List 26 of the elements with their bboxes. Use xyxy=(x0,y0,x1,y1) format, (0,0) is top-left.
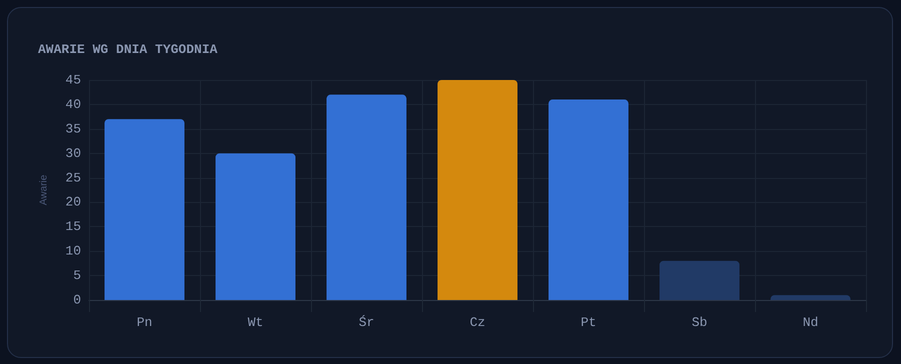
x-tick-label: Wt xyxy=(248,315,264,330)
bar xyxy=(770,295,850,300)
bar xyxy=(438,80,518,300)
bar xyxy=(216,153,296,300)
y-tick-label: 25 xyxy=(65,170,81,186)
bar xyxy=(660,260,740,300)
y-tick-label: 40 xyxy=(65,96,81,112)
x-tick-label: Cz xyxy=(470,315,486,330)
y-tick-label: 45 xyxy=(65,72,81,88)
x-tick-label: Pt xyxy=(580,315,596,330)
y-tick-label: 20 xyxy=(65,194,81,210)
chart-title: AWARIE WG DNIA TYGODNIA xyxy=(38,42,218,57)
bar xyxy=(326,94,406,300)
x-tick-label: Pn xyxy=(136,315,152,330)
x-tick-label: Nd xyxy=(802,315,818,330)
bar xyxy=(104,119,184,300)
y-tick-label: 30 xyxy=(65,146,81,161)
x-tick-label: Sb xyxy=(692,315,708,330)
y-tick-label: 35 xyxy=(65,121,81,136)
y-tick-label: 5 xyxy=(73,268,81,284)
bar xyxy=(548,100,628,300)
x-tick-label: Śr xyxy=(358,315,374,330)
y-axis-title: Awarie xyxy=(38,174,50,206)
y-tick-label: 15 xyxy=(65,219,81,234)
y-tick-label: 10 xyxy=(65,244,81,259)
y-tick-label: 0 xyxy=(73,292,81,308)
